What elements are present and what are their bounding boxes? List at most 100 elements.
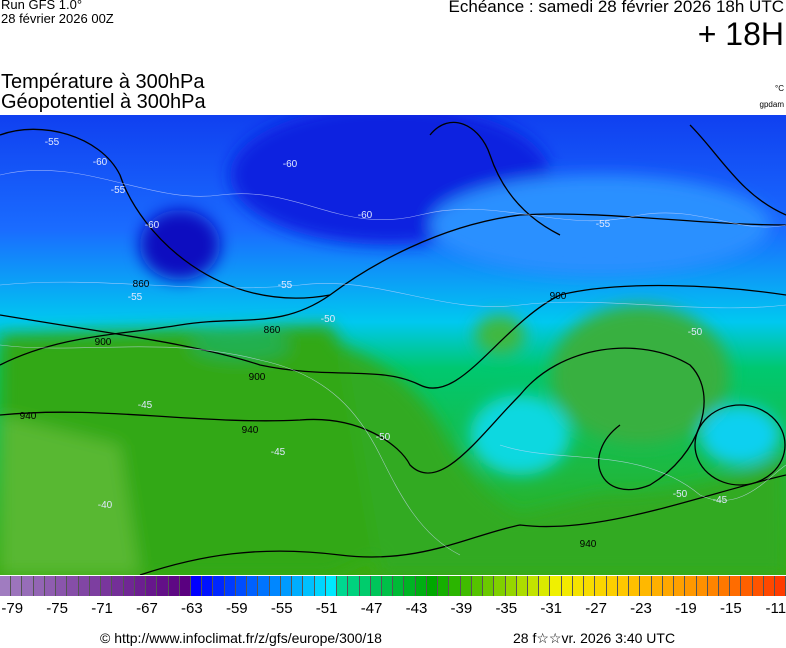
contour-label: -55 (596, 219, 611, 230)
color-scale-cell (719, 576, 731, 596)
color-scale-cell (168, 576, 180, 596)
color-scale-cell (662, 576, 675, 596)
color-scale-tick: -15 (720, 600, 742, 617)
color-scale-cell (404, 576, 416, 596)
color-scale-ticks: -79 -75 -71 -67 -63 -59 -55 -51 -47 -43 -39 -35 -31 -… (0, 600, 786, 620)
color-scale-cell (0, 576, 12, 596)
color-scale-cell (123, 576, 135, 596)
color-scale-cell (528, 576, 540, 596)
color-scale-tick: -55 (270, 600, 293, 617)
contour-label: -60 (283, 159, 298, 170)
contour-label: -60 (93, 157, 108, 168)
color-scale-cell (460, 576, 472, 596)
lead-time: + 18H (697, 16, 784, 52)
color-scale-cell (325, 576, 338, 596)
contour-label: -55 (128, 292, 143, 303)
color-scale-cell (89, 576, 102, 596)
contour-label: -45 (713, 495, 728, 506)
color-scale-cell (269, 576, 281, 596)
color-scale-cell (539, 576, 551, 596)
color-scale-cell (11, 576, 23, 596)
color-scale-cell (235, 576, 248, 596)
color-scale-cell (33, 576, 45, 596)
temperature-map: 860 860 900 900 900 940 940 940 -55 -60 … (0, 115, 786, 575)
contour-label: 860 (264, 325, 281, 336)
color-scale-cell (415, 576, 427, 596)
color-scale (0, 576, 786, 596)
contour-label: -60 (145, 220, 160, 231)
color-scale-cell (190, 576, 203, 596)
color-scale-cell (763, 576, 776, 596)
color-scale-tick: -59 (225, 600, 248, 617)
color-scale-cell (134, 576, 147, 596)
color-scale-cell (561, 576, 573, 596)
color-scale-cell (146, 576, 158, 596)
color-scale-cell (516, 576, 529, 596)
color-scale-cell (314, 576, 326, 596)
contour-label: 900 (249, 372, 266, 383)
contour-label: 860 (133, 279, 150, 290)
color-scale-cell (741, 576, 753, 596)
color-scale-cell (651, 576, 663, 596)
run-date: 28 février 2026 00Z (1, 11, 114, 26)
contour-label: -40 (98, 500, 113, 511)
color-scale-cell (584, 576, 596, 596)
color-scale-cell (572, 576, 585, 596)
color-scale-tick: -31 (540, 600, 563, 617)
color-scale-cell (213, 576, 225, 596)
color-scale-tick: -23 (630, 600, 652, 617)
valid-time: Echéance : samedi 28 février 2026 18h UT… (448, 0, 784, 16)
color-scale-tick: -67 (136, 600, 158, 617)
color-scale-cell (707, 576, 719, 596)
color-scale-cell (370, 576, 382, 596)
color-scale-cell (438, 576, 450, 596)
color-scale-cell (224, 576, 236, 596)
color-scale-cell (685, 576, 697, 596)
contour-label: 940 (580, 539, 597, 550)
color-scale-tick: -75 (46, 600, 68, 617)
color-scale-cell (483, 576, 495, 596)
title-temperature: Température à 300hPa (1, 71, 205, 93)
contour-label: -50 (321, 314, 336, 325)
color-scale-cell (56, 576, 68, 596)
contour-label: -45 (271, 447, 286, 458)
contour-label: -50 (673, 489, 688, 500)
color-scale-cell (22, 576, 34, 596)
contour-label: -55 (278, 280, 293, 291)
color-scale-cell (67, 576, 79, 596)
color-scale-tick: -47 (360, 600, 383, 617)
color-scale-tick: -19 (675, 600, 697, 617)
color-scale-cell (471, 576, 484, 596)
color-scale-cell (494, 576, 506, 596)
color-scale-tick: -27 (585, 600, 607, 617)
color-scale-cell (258, 576, 270, 596)
color-scale-cell (775, 576, 786, 596)
unit-celsius: °C (775, 84, 784, 93)
contour-label: 900 (95, 337, 112, 348)
unit-gpdam: gpdam (759, 100, 784, 109)
color-scale-cell (617, 576, 630, 596)
color-scale-cell (730, 576, 742, 596)
color-scale-cell (101, 576, 113, 596)
geopotential-labels: 860 860 900 900 900 940 940 940 (20, 279, 597, 550)
run-label: Run GFS 1.0° (1, 0, 83, 12)
color-scale-cell (393, 576, 405, 596)
color-scale-cell (359, 576, 371, 596)
color-scale-cell (44, 576, 57, 596)
contour-label: 940 (20, 411, 37, 422)
contour-label: 940 (242, 425, 259, 436)
contour-label: -55 (111, 185, 126, 196)
color-scale-cell (157, 576, 169, 596)
color-scale-cell (78, 576, 90, 596)
color-scale-tick: -39 (450, 600, 473, 617)
color-scale-tick: -51 (315, 600, 338, 617)
color-scale-cell (640, 576, 652, 596)
temperature-contours (0, 169, 786, 556)
color-scale-cell (348, 576, 360, 596)
contour-label: -60 (358, 210, 373, 221)
color-scale-cell (550, 576, 562, 596)
color-scale-tick: -71 (91, 600, 113, 617)
generated-time: 28 f☆☆vr. 2026 3:40 UTC (513, 630, 676, 646)
color-scale-tick: -35 (495, 600, 518, 617)
